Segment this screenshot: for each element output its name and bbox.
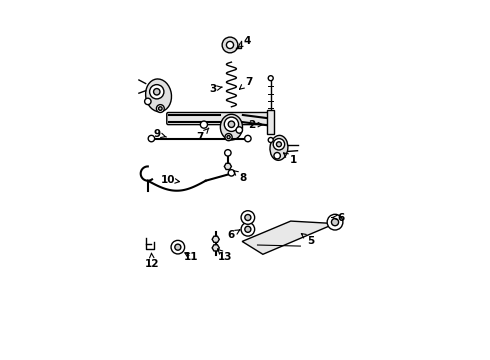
Text: 4: 4 xyxy=(238,36,250,48)
Text: 7: 7 xyxy=(196,128,209,142)
Circle shape xyxy=(245,135,251,142)
Circle shape xyxy=(171,240,185,254)
Circle shape xyxy=(268,138,273,143)
Circle shape xyxy=(245,226,251,232)
Circle shape xyxy=(226,41,234,49)
Ellipse shape xyxy=(220,114,243,140)
Text: 6: 6 xyxy=(332,212,345,222)
Text: 7: 7 xyxy=(240,77,252,89)
Circle shape xyxy=(156,105,164,112)
Circle shape xyxy=(327,214,343,230)
Circle shape xyxy=(227,135,230,139)
Circle shape xyxy=(241,211,255,224)
Text: 10: 10 xyxy=(161,175,179,185)
Circle shape xyxy=(276,142,281,147)
Circle shape xyxy=(228,121,235,127)
Text: 12: 12 xyxy=(145,253,159,269)
Ellipse shape xyxy=(270,135,288,160)
Circle shape xyxy=(145,98,151,105)
Circle shape xyxy=(331,219,339,226)
Text: 8: 8 xyxy=(233,171,247,183)
Polygon shape xyxy=(224,163,231,170)
Circle shape xyxy=(225,134,232,141)
Circle shape xyxy=(241,222,255,236)
Polygon shape xyxy=(212,236,220,242)
Text: 6: 6 xyxy=(227,230,240,240)
Circle shape xyxy=(149,85,164,99)
Circle shape xyxy=(273,139,285,150)
Polygon shape xyxy=(242,221,335,254)
Circle shape xyxy=(268,76,273,81)
Circle shape xyxy=(159,107,162,111)
Text: 13: 13 xyxy=(218,249,233,262)
Text: 11: 11 xyxy=(184,252,198,262)
Bar xyxy=(267,110,274,134)
Text: 9: 9 xyxy=(154,129,167,139)
Circle shape xyxy=(228,170,235,176)
Circle shape xyxy=(222,37,238,53)
Circle shape xyxy=(175,244,181,250)
FancyBboxPatch shape xyxy=(167,112,273,125)
Text: 1: 1 xyxy=(284,153,297,165)
Circle shape xyxy=(153,89,160,95)
Circle shape xyxy=(224,150,231,156)
Text: 3: 3 xyxy=(209,84,222,94)
Circle shape xyxy=(224,117,239,131)
Text: 5: 5 xyxy=(301,234,315,246)
Circle shape xyxy=(200,121,207,128)
Circle shape xyxy=(236,127,243,133)
Ellipse shape xyxy=(146,79,172,112)
Text: 2: 2 xyxy=(248,120,263,130)
Circle shape xyxy=(148,135,155,142)
Circle shape xyxy=(274,153,280,159)
Polygon shape xyxy=(212,245,220,251)
Circle shape xyxy=(245,215,251,221)
